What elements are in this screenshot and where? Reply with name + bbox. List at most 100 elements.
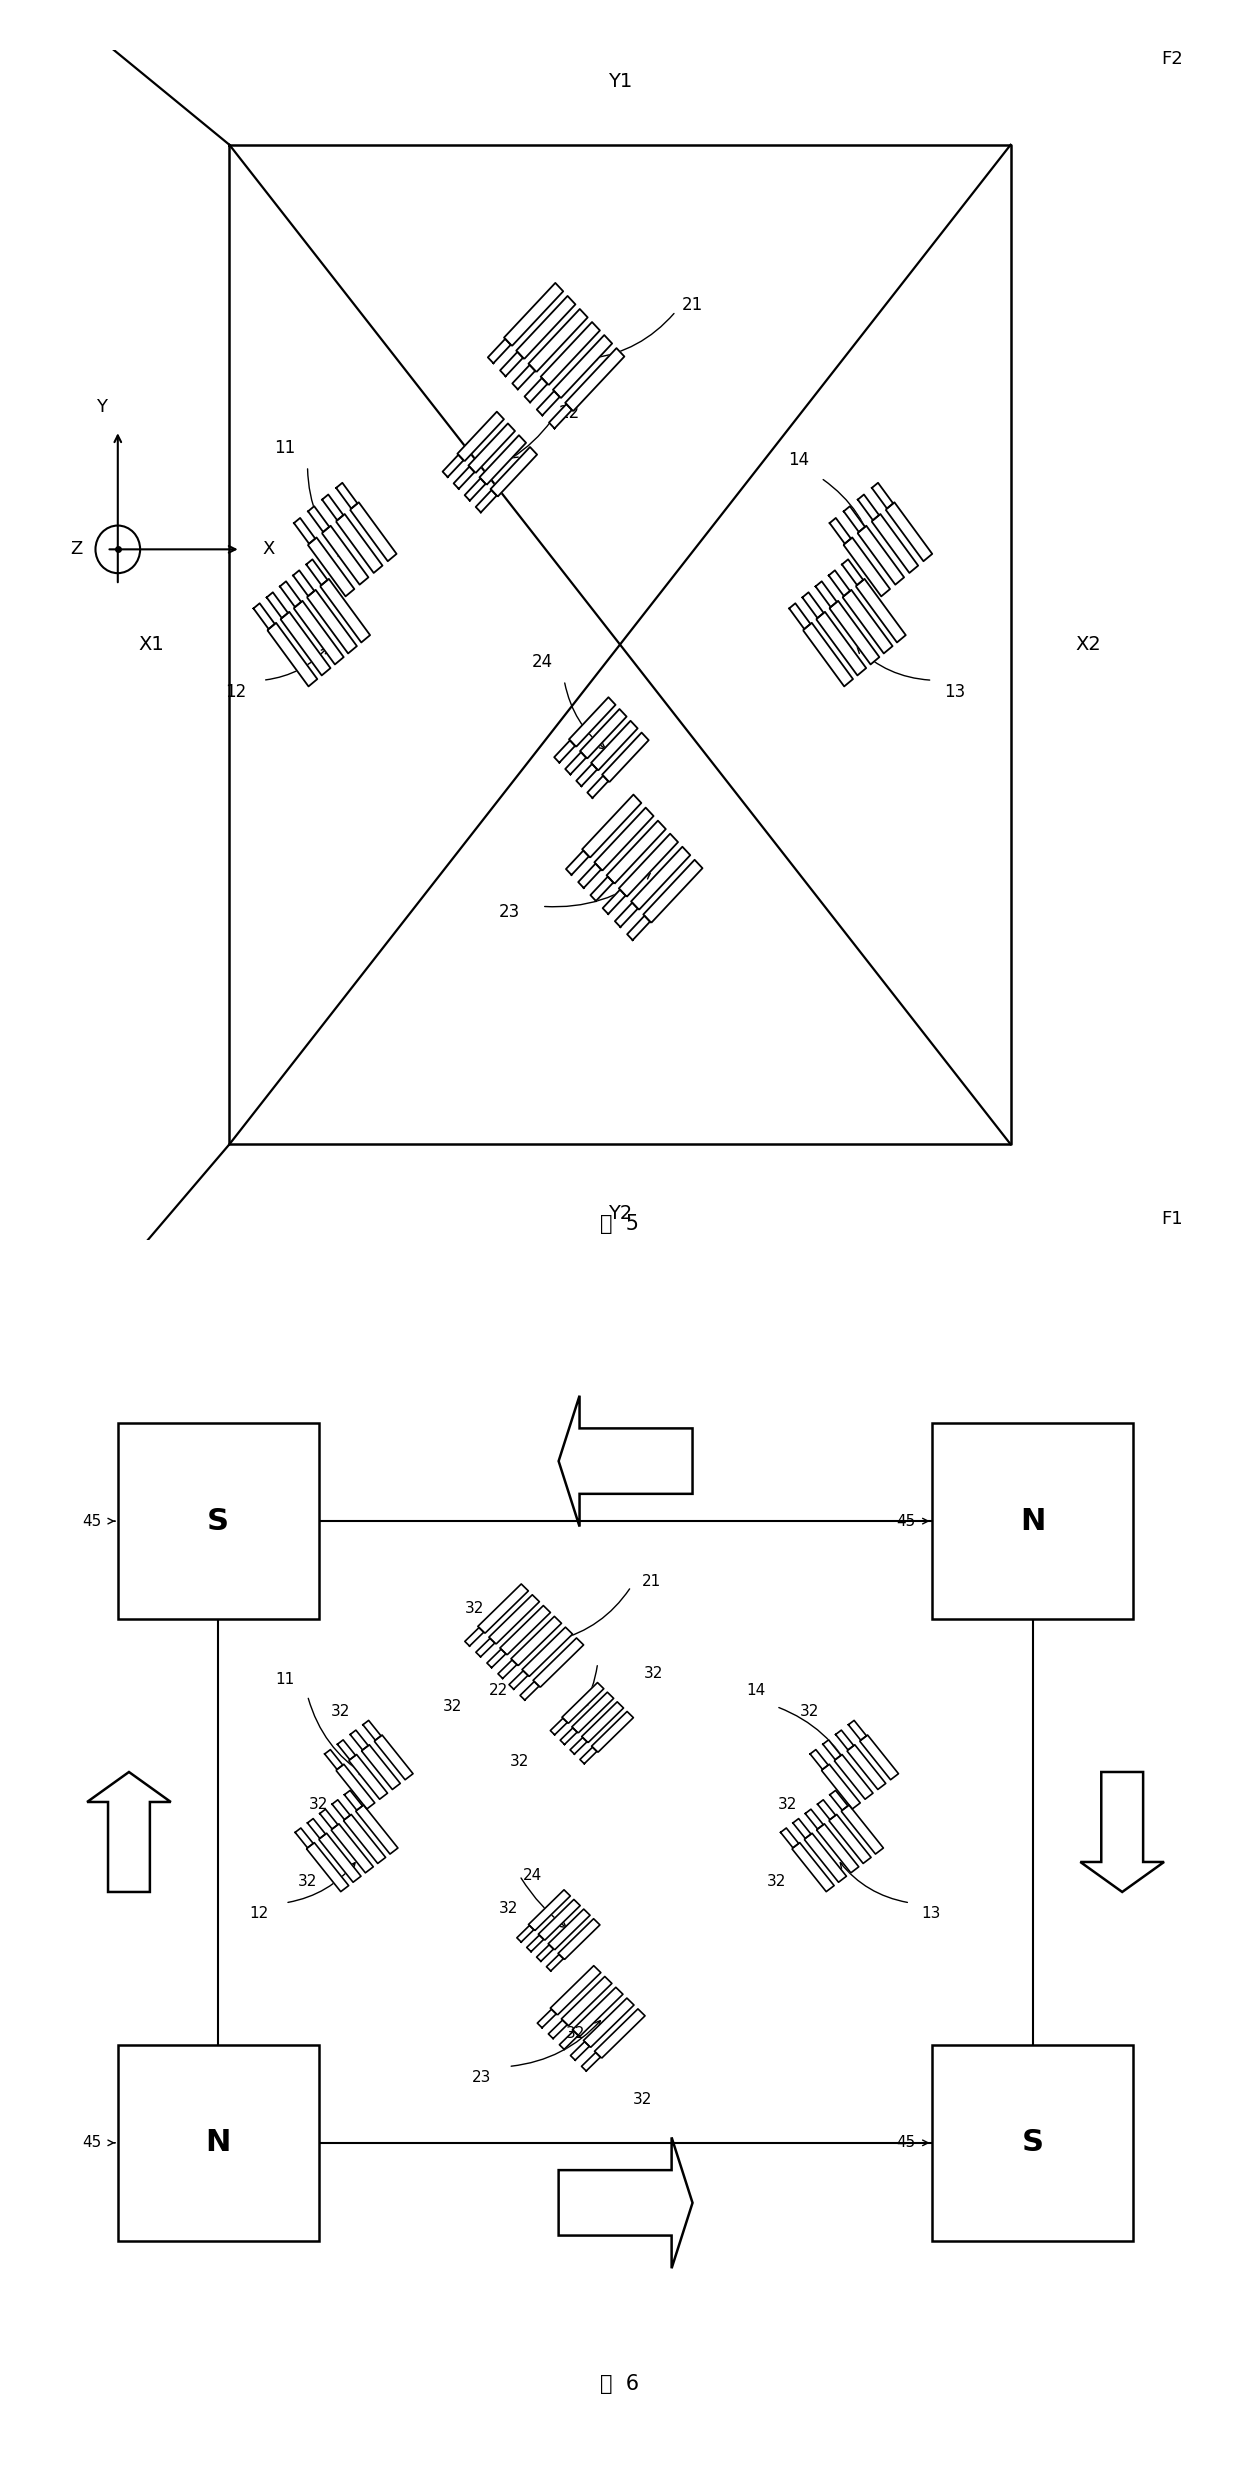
Polygon shape <box>789 602 811 630</box>
Polygon shape <box>295 1827 314 1847</box>
Polygon shape <box>319 1834 361 1882</box>
Polygon shape <box>294 518 315 543</box>
Text: X: X <box>263 540 275 558</box>
Text: 23: 23 <box>472 2070 491 2085</box>
Polygon shape <box>267 592 288 617</box>
Polygon shape <box>841 1805 883 1854</box>
Polygon shape <box>548 2020 567 2038</box>
Polygon shape <box>859 1735 899 1780</box>
Polygon shape <box>848 1720 867 1740</box>
Text: 12: 12 <box>249 1906 269 1921</box>
Polygon shape <box>578 863 601 887</box>
Polygon shape <box>572 1693 614 1733</box>
Polygon shape <box>477 1584 528 1634</box>
Polygon shape <box>443 454 464 476</box>
Polygon shape <box>828 1815 870 1864</box>
Polygon shape <box>320 580 370 642</box>
Text: 24: 24 <box>522 1869 542 1884</box>
Polygon shape <box>644 860 703 922</box>
Text: 32: 32 <box>443 1698 463 1713</box>
Polygon shape <box>559 2030 578 2050</box>
Text: 45: 45 <box>82 1515 102 1530</box>
Text: X1: X1 <box>139 635 164 654</box>
Polygon shape <box>280 612 331 674</box>
Polygon shape <box>508 1671 528 1688</box>
Polygon shape <box>856 580 905 642</box>
Polygon shape <box>350 503 397 560</box>
Polygon shape <box>843 538 890 597</box>
Polygon shape <box>294 600 343 664</box>
Polygon shape <box>476 491 497 513</box>
Polygon shape <box>337 1740 356 1760</box>
Polygon shape <box>588 776 609 798</box>
Polygon shape <box>858 526 904 585</box>
Text: 21: 21 <box>682 297 703 315</box>
Polygon shape <box>345 1790 362 1810</box>
Polygon shape <box>280 580 301 607</box>
Text: 23: 23 <box>498 902 520 922</box>
Polygon shape <box>805 1810 823 1830</box>
Polygon shape <box>511 1616 562 1666</box>
Polygon shape <box>559 1396 692 1527</box>
Polygon shape <box>548 1909 590 1951</box>
Polygon shape <box>348 1755 388 1800</box>
Polygon shape <box>487 340 511 364</box>
Polygon shape <box>816 612 867 674</box>
Polygon shape <box>565 751 587 773</box>
Polygon shape <box>306 1842 348 1891</box>
Polygon shape <box>816 1825 859 1872</box>
Polygon shape <box>606 821 666 883</box>
Polygon shape <box>520 1681 539 1701</box>
Polygon shape <box>565 850 589 875</box>
Polygon shape <box>570 1738 587 1755</box>
Polygon shape <box>533 1639 584 1688</box>
Polygon shape <box>322 493 343 521</box>
Bar <box>932 2045 1133 2241</box>
Polygon shape <box>458 412 503 461</box>
Polygon shape <box>594 808 653 870</box>
Text: 45: 45 <box>82 2134 102 2149</box>
Text: 32: 32 <box>800 1706 820 1720</box>
Polygon shape <box>582 2053 600 2070</box>
Polygon shape <box>551 1718 567 1735</box>
Polygon shape <box>584 1998 634 2048</box>
Text: 32: 32 <box>632 2092 652 2107</box>
Polygon shape <box>374 1735 413 1780</box>
Polygon shape <box>573 1988 622 2038</box>
Polygon shape <box>308 538 355 597</box>
Polygon shape <box>590 878 614 900</box>
Polygon shape <box>487 1649 506 1668</box>
Text: 32: 32 <box>331 1706 351 1720</box>
Polygon shape <box>580 709 626 759</box>
Bar <box>118 1423 319 1619</box>
Polygon shape <box>528 310 588 372</box>
Polygon shape <box>562 1683 604 1723</box>
Bar <box>118 2045 319 2241</box>
Polygon shape <box>830 600 879 664</box>
Polygon shape <box>792 1842 835 1891</box>
Polygon shape <box>541 322 600 384</box>
Polygon shape <box>356 1805 398 1854</box>
Text: 32: 32 <box>510 1753 529 1768</box>
Polygon shape <box>619 833 678 897</box>
Polygon shape <box>1080 1772 1164 1891</box>
Polygon shape <box>320 1810 337 1830</box>
Text: Y: Y <box>95 397 107 416</box>
Polygon shape <box>517 1926 533 1941</box>
Polygon shape <box>802 592 823 617</box>
Polygon shape <box>603 890 625 915</box>
Text: 图  5: 图 5 <box>600 1215 640 1235</box>
Text: F2: F2 <box>1161 50 1183 67</box>
Polygon shape <box>361 1745 401 1790</box>
Polygon shape <box>308 506 330 533</box>
Polygon shape <box>560 1728 577 1745</box>
Polygon shape <box>821 1765 861 1810</box>
Polygon shape <box>553 335 613 399</box>
Polygon shape <box>454 466 475 488</box>
Text: X2: X2 <box>1076 635 1101 654</box>
Text: 32: 32 <box>777 1797 797 1812</box>
Polygon shape <box>331 1825 373 1872</box>
Polygon shape <box>465 1629 484 1646</box>
Polygon shape <box>562 1976 611 2025</box>
Polygon shape <box>500 1606 551 1656</box>
